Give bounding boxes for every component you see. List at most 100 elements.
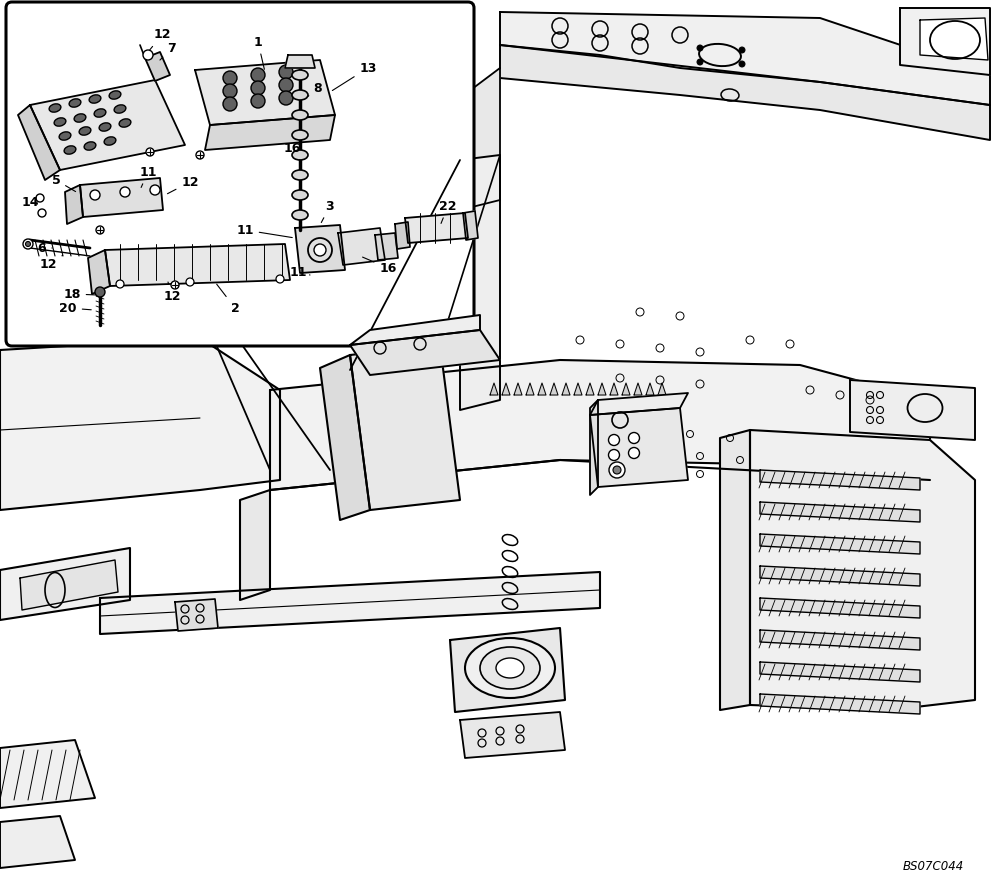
Polygon shape [586, 383, 594, 395]
Text: 22: 22 [439, 200, 457, 223]
Ellipse shape [292, 210, 308, 220]
Polygon shape [920, 18, 988, 60]
Circle shape [150, 185, 160, 195]
Polygon shape [100, 572, 600, 634]
Circle shape [279, 65, 293, 79]
Polygon shape [18, 105, 60, 180]
Circle shape [314, 244, 326, 256]
Ellipse shape [292, 70, 308, 80]
Circle shape [609, 462, 625, 478]
Circle shape [697, 59, 703, 65]
Polygon shape [590, 393, 688, 415]
Ellipse shape [84, 142, 96, 151]
Polygon shape [500, 45, 990, 140]
Polygon shape [175, 599, 218, 631]
Circle shape [38, 209, 46, 217]
Ellipse shape [292, 110, 308, 120]
Polygon shape [350, 345, 460, 510]
Circle shape [96, 226, 104, 234]
Polygon shape [420, 98, 460, 230]
Text: 12: 12 [163, 282, 181, 303]
Polygon shape [375, 233, 398, 260]
Polygon shape [285, 55, 315, 68]
Ellipse shape [292, 190, 308, 200]
Polygon shape [295, 225, 345, 273]
Circle shape [608, 435, 620, 445]
Ellipse shape [119, 119, 131, 127]
Circle shape [251, 68, 265, 82]
Circle shape [608, 450, 620, 461]
Polygon shape [590, 408, 688, 487]
Text: 20: 20 [59, 301, 91, 314]
Polygon shape [490, 383, 498, 395]
Polygon shape [0, 548, 130, 620]
Text: 14: 14 [21, 195, 39, 209]
Text: 13: 13 [332, 62, 377, 90]
Polygon shape [502, 383, 510, 395]
Circle shape [116, 280, 124, 288]
Circle shape [308, 238, 332, 262]
Polygon shape [460, 712, 565, 758]
Polygon shape [610, 383, 618, 395]
Polygon shape [590, 400, 598, 495]
Polygon shape [598, 383, 606, 395]
Polygon shape [760, 662, 920, 682]
Circle shape [171, 281, 179, 289]
Polygon shape [460, 68, 500, 210]
Polygon shape [350, 315, 480, 345]
Polygon shape [760, 598, 920, 618]
Polygon shape [622, 383, 630, 395]
Ellipse shape [292, 170, 308, 180]
Ellipse shape [109, 90, 121, 99]
Polygon shape [320, 355, 370, 520]
Text: 18: 18 [63, 288, 95, 300]
Polygon shape [760, 534, 920, 554]
Polygon shape [0, 816, 75, 868]
Polygon shape [500, 12, 990, 105]
Polygon shape [0, 740, 95, 808]
Circle shape [739, 47, 745, 53]
Polygon shape [80, 178, 163, 217]
Circle shape [629, 433, 640, 444]
Circle shape [279, 91, 293, 105]
Circle shape [90, 190, 100, 200]
Circle shape [613, 466, 621, 474]
Polygon shape [900, 8, 990, 75]
Polygon shape [395, 222, 410, 249]
Circle shape [251, 94, 265, 108]
Polygon shape [20, 560, 118, 610]
Circle shape [23, 239, 33, 249]
Polygon shape [105, 244, 290, 286]
Polygon shape [760, 694, 920, 714]
Circle shape [629, 447, 640, 459]
Polygon shape [760, 502, 920, 522]
FancyBboxPatch shape [6, 2, 474, 346]
Circle shape [697, 45, 703, 51]
Text: 6: 6 [38, 242, 52, 254]
Polygon shape [760, 566, 920, 586]
Ellipse shape [79, 127, 91, 135]
Polygon shape [550, 383, 558, 395]
Circle shape [143, 50, 153, 60]
Polygon shape [634, 383, 642, 395]
Ellipse shape [54, 118, 66, 126]
Text: 8: 8 [308, 82, 322, 96]
Polygon shape [646, 383, 654, 395]
Text: 11: 11 [289, 265, 310, 279]
Circle shape [276, 275, 284, 283]
Polygon shape [30, 80, 185, 170]
Circle shape [196, 151, 204, 159]
Text: 16: 16 [283, 142, 301, 160]
Circle shape [95, 287, 105, 297]
Polygon shape [88, 250, 110, 294]
Polygon shape [270, 360, 930, 490]
Text: 16: 16 [363, 257, 397, 274]
Circle shape [146, 148, 154, 156]
Ellipse shape [64, 146, 76, 154]
Text: 12: 12 [167, 176, 199, 194]
Text: 11: 11 [139, 166, 157, 187]
Ellipse shape [99, 123, 111, 131]
Polygon shape [850, 380, 975, 440]
Ellipse shape [465, 638, 555, 698]
Polygon shape [350, 330, 500, 375]
